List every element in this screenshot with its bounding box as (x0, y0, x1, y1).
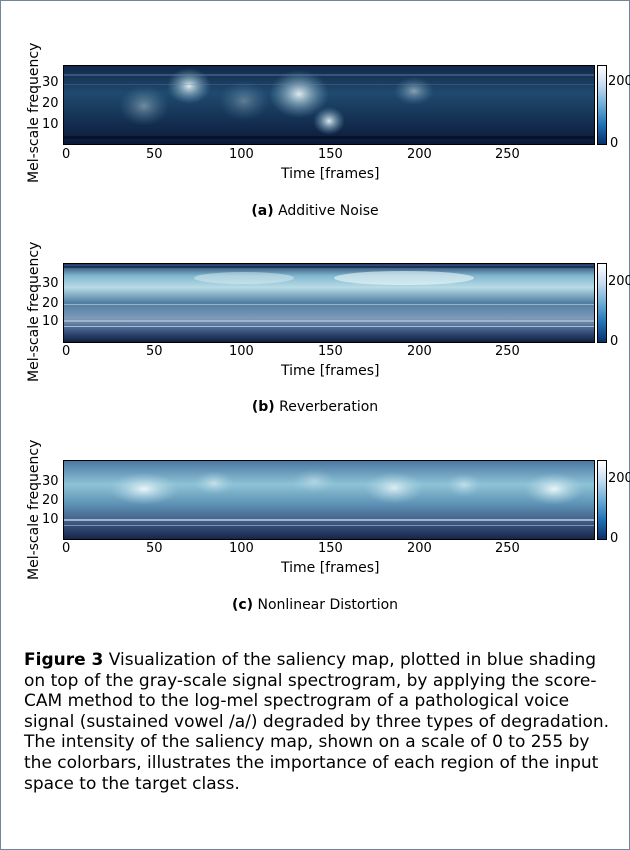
x-tick: 200 (407, 541, 432, 556)
spectrogram-b (63, 263, 595, 343)
x-tick: 200 (407, 344, 432, 359)
x-tick: 250 (495, 541, 520, 556)
y-axis-label: Mel-scale frequency (26, 439, 42, 580)
x-tick: 150 (318, 541, 343, 556)
y-tick: 10 (42, 512, 59, 527)
colorbar-tick: 0 (610, 531, 619, 546)
x-tick: 0 (62, 541, 71, 556)
x-tick: 50 (146, 344, 163, 359)
subcaption-title: Additive Noise (278, 203, 379, 219)
x-tick: 100 (229, 147, 254, 162)
y-tick: 30 (42, 75, 59, 90)
x-tick: 150 (318, 344, 343, 359)
x-tick: 250 (495, 344, 520, 359)
x-tick: 150 (318, 147, 343, 162)
y-tick: 20 (42, 493, 59, 508)
colorbar-tick: 200 (608, 274, 630, 289)
figure-caption: Figure 3 Visualization of the saliency m… (24, 650, 614, 794)
colorbar-tick: 200 (608, 471, 630, 486)
colorbar-c (597, 460, 607, 540)
subcaption-a: (a) Additive Noise (0, 203, 630, 219)
x-tick: 0 (62, 344, 71, 359)
subcaption-label: (a) (251, 203, 274, 219)
y-tick: 30 (42, 276, 59, 291)
x-tick: 250 (495, 147, 520, 162)
y-tick: 30 (42, 474, 59, 489)
y-tick: 10 (42, 314, 59, 329)
colorbar-tick: 0 (610, 136, 619, 151)
colorbar-b (597, 263, 607, 343)
subcaption-title: Reverberation (279, 399, 379, 415)
x-axis-label: Time [frames] (281, 363, 380, 379)
x-tick: 50 (146, 147, 163, 162)
colorbar-tick: 0 (610, 334, 619, 349)
x-tick: 0 (62, 147, 71, 162)
subcaption-c: (c) Nonlinear Distortion (0, 597, 630, 613)
y-tick: 20 (42, 296, 59, 311)
x-tick: 100 (229, 541, 254, 556)
x-axis-label: Time [frames] (281, 166, 380, 182)
figure-caption-text: Visualization of the saliency map, plott… (24, 650, 610, 794)
y-tick: 20 (42, 96, 59, 111)
spectrogram-c (63, 460, 595, 540)
x-tick: 100 (229, 344, 254, 359)
subcaption-b: (b) Reverberation (0, 399, 630, 415)
figure-caption-label: Figure 3 (24, 650, 104, 670)
x-axis-label: Time [frames] (281, 560, 380, 576)
y-axis-label: Mel-scale frequency (26, 42, 42, 183)
subcaption-title: Nonlinear Distortion (257, 597, 399, 613)
y-tick: 10 (42, 117, 59, 132)
spectrogram-a (63, 65, 595, 145)
colorbar-a (597, 65, 607, 145)
x-tick: 200 (407, 147, 432, 162)
x-tick: 50 (146, 541, 163, 556)
subcaption-label: (c) (231, 597, 254, 613)
y-axis-label: Mel-scale frequency (26, 241, 42, 382)
subcaption-label: (b) (251, 399, 275, 415)
colorbar-tick: 200 (608, 74, 630, 89)
